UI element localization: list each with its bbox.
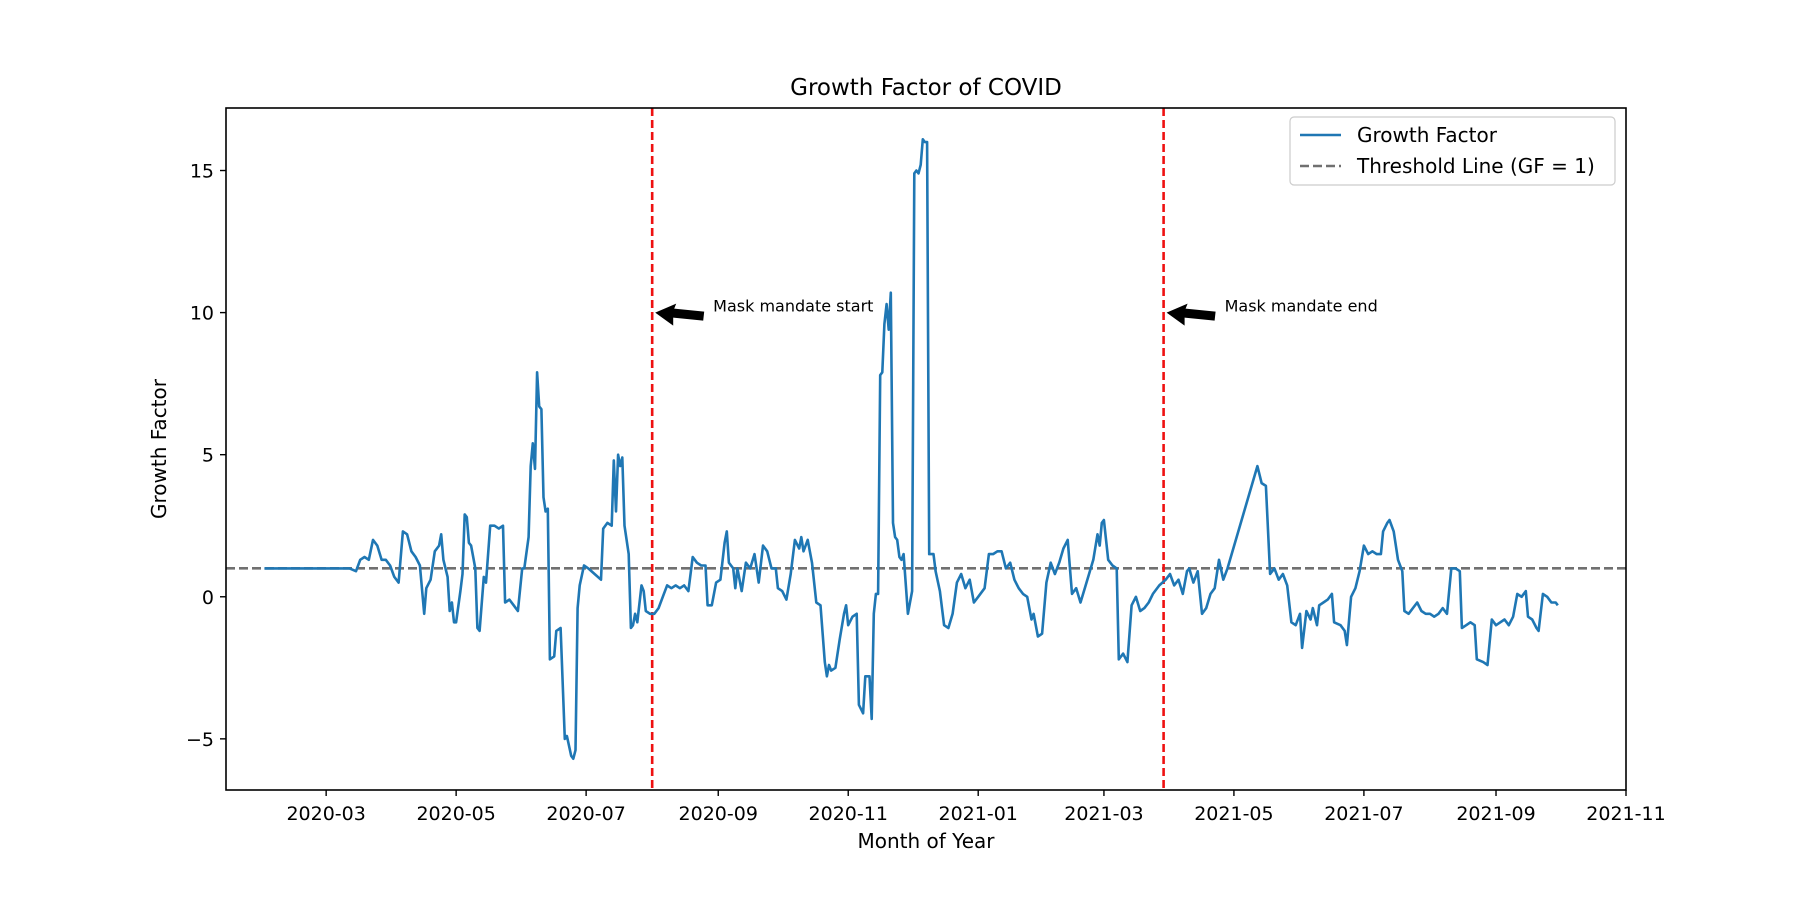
chart-title: Growth Factor of COVID [790,75,1062,101]
legend-label-growth-factor: Growth Factor [1357,123,1498,147]
x-tick-label: 2021-01 [939,803,1018,825]
legend-label-threshold: Threshold Line (GF = 1) [1356,154,1595,178]
annotation-label-start: Mask mandate start [713,297,873,316]
series-line-growth-factor [264,138,1559,761]
x-tick-label: 2021-07 [1324,803,1403,825]
x-tick-label: 2021-03 [1064,803,1143,825]
annotation-arrow-end [1166,303,1216,326]
x-tick-label: 2021-09 [1456,803,1535,825]
x-tick-label: 2020-03 [286,803,365,825]
y-axis-label: Growth Factor [147,378,171,519]
y-tick-label: 0 [202,587,214,609]
annotation-arrow-start [655,303,705,326]
y-tick-label: 5 [202,445,214,467]
y-tick-label: 10 [190,303,214,325]
legend: Growth Factor Threshold Line (GF = 1) [1289,116,1616,186]
y-tick-label: −5 [186,729,214,751]
axis-ticks: 2020-03 2020-05 2020-07 2020-09 2020-11 2021-… [186,161,1666,825]
annotation-label-end: Mask mandate end [1225,297,1378,316]
plot-area: Mask mandate start Mask mandate end [226,108,1626,790]
legend-box [1289,116,1616,186]
plot-inner [226,108,1626,790]
x-tick-label: 2021-11 [1586,803,1665,825]
y-tick-label: 15 [190,161,214,183]
x-tick-label: 2020-05 [416,803,495,825]
x-tick-label: 2020-07 [546,803,625,825]
x-tick-label: 2020-11 [809,803,888,825]
x-tick-label: 2020-09 [679,803,758,825]
x-axis-label: Month of Year [857,829,995,853]
x-tick-label: 2021-05 [1194,803,1273,825]
axes-frame [225,107,1627,791]
